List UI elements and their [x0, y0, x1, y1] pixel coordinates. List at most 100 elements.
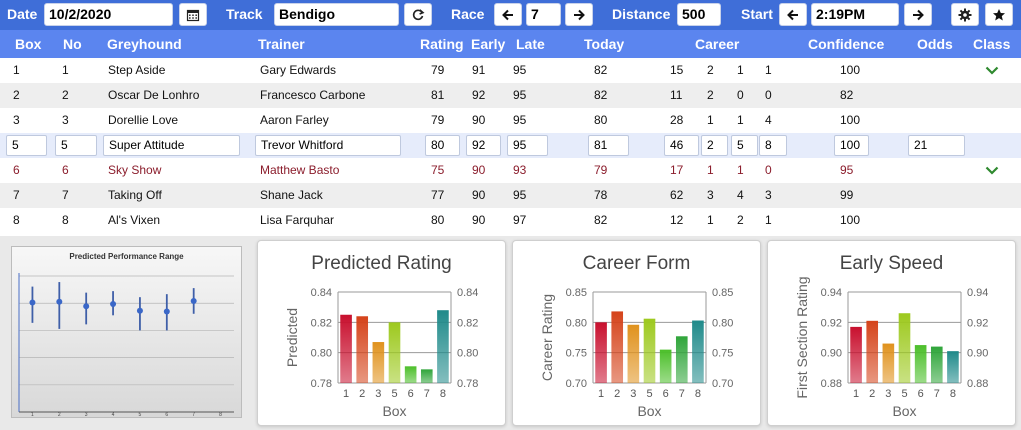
arrow-left-icon	[502, 9, 513, 20]
col-greyhound[interactable]: Greyhound	[107, 36, 182, 52]
start-time-field[interactable]: 2:19PM	[811, 3, 899, 26]
career-wins-input[interactable]: 2	[701, 135, 728, 156]
y-tick-label: 0.94	[821, 287, 842, 299]
calendar-icon	[186, 9, 200, 21]
confidence-cell: 99	[840, 188, 854, 202]
no-cell: 3	[62, 113, 69, 127]
career-starts-input[interactable]: 46	[664, 135, 699, 156]
date-field[interactable]: 10/2/2020	[44, 3, 173, 26]
table-row[interactable]: 8 8 Al's Vixen Lisa Farquhar 80 90 97 82…	[0, 208, 1021, 233]
bar	[866, 320, 879, 383]
box-input[interactable]: 5	[6, 135, 47, 156]
career-starts-cell: 15	[670, 63, 684, 77]
career-thirds-cell: 0	[765, 163, 772, 177]
start-label: Start	[741, 6, 773, 22]
col-odds[interactable]: Odds	[917, 36, 953, 52]
bar	[611, 311, 624, 383]
late-cell: 95	[513, 188, 527, 202]
settings-button[interactable]	[951, 3, 979, 26]
y-tick-label: 0.70	[712, 378, 733, 390]
x-tick-label: 3	[85, 412, 88, 417]
x-tick-label: 5	[139, 412, 142, 417]
box-cell: 2	[13, 88, 20, 102]
x-tick-label: 5	[901, 388, 907, 400]
col-rating[interactable]: Rating	[420, 36, 464, 52]
data-point	[83, 303, 90, 310]
data-point	[136, 307, 143, 314]
x-tick-label: 3	[885, 388, 891, 400]
career-thirds-cell: 1	[765, 213, 772, 227]
x-tick-label: 6	[663, 388, 669, 400]
col-today[interactable]: Today	[584, 36, 625, 52]
table-row[interactable]: 3 3 Dorellie Love Aaron Farley 79 90 95 …	[0, 108, 1021, 133]
arrow-right-icon	[574, 9, 585, 20]
grid-header: Box No Greyhound Trainer Rating Early La…	[0, 30, 1021, 58]
x-tick-label: 7	[679, 388, 685, 400]
x-tick-label: 8	[440, 388, 446, 400]
career-thirds-cell: 1	[765, 63, 772, 77]
col-confidence[interactable]: Confidence	[808, 36, 885, 52]
col-class[interactable]: Class	[973, 36, 1011, 52]
start-next-button[interactable]	[904, 3, 932, 26]
y-tick-label: 0.85	[566, 287, 587, 299]
calendar-button[interactable]	[179, 3, 207, 26]
x-axis-label: Box	[637, 403, 661, 419]
gear-icon	[958, 8, 972, 21]
refresh-button[interactable]	[404, 3, 432, 26]
col-early[interactable]: Early	[471, 36, 506, 52]
career-thirds-input[interactable]: 8	[759, 135, 787, 156]
confidence-input[interactable]: 100	[834, 135, 869, 156]
rating-cell: 75	[431, 163, 445, 177]
race-field[interactable]: 7	[526, 3, 561, 26]
career-starts-cell: 17	[670, 163, 684, 177]
today-input[interactable]: 81	[588, 135, 629, 156]
career-wins-cell: 1	[707, 113, 714, 127]
odds-input[interactable]: 21	[908, 135, 965, 156]
y-tick-label: 0.75	[712, 348, 733, 360]
bar	[850, 326, 862, 383]
y-tick-label: 0.70	[566, 378, 587, 390]
favorite-button[interactable]	[985, 3, 1013, 26]
race-prev-button[interactable]	[494, 3, 522, 26]
table-row[interactable]: 6 6 Sky Show Matthew Basto 75 90 93 79 1…	[0, 158, 1021, 183]
rating-input[interactable]: 80	[425, 135, 460, 156]
col-trainer[interactable]: Trainer	[258, 36, 305, 52]
x-tick-label: 7	[934, 388, 940, 400]
x-tick-label: 2	[58, 412, 61, 417]
no-input[interactable]: 5	[55, 135, 97, 156]
greyhound-input[interactable]: Super Attitude	[103, 135, 240, 156]
x-axis-label: Box	[382, 403, 406, 419]
y-tick-label: 0.94	[967, 287, 988, 299]
race-next-button[interactable]	[565, 3, 593, 26]
track-field[interactable]: Bendigo	[274, 3, 399, 26]
y-axis-label: Career Rating	[539, 294, 555, 381]
refresh-icon	[412, 8, 425, 20]
career-wins-cell: 1	[707, 213, 714, 227]
career-seconds-cell: 1	[737, 63, 744, 77]
col-box[interactable]: Box	[15, 36, 42, 52]
y-tick-label: 0.82	[311, 317, 332, 329]
early-cell: 90	[472, 163, 486, 177]
table-row[interactable]: 1 1 Step Aside Gary Edwards 79 91 95 82 …	[0, 58, 1021, 83]
bar	[404, 366, 417, 383]
late-input[interactable]: 95	[507, 135, 548, 156]
trainer-input[interactable]: Trevor Whitford	[255, 135, 401, 156]
col-no[interactable]: No	[63, 36, 82, 52]
data-point	[110, 300, 117, 307]
table-row-editing[interactable]: 5 5 Super Attitude Trevor Whitford 80 92…	[0, 133, 1021, 158]
career-seconds-input[interactable]: 5	[731, 135, 758, 156]
early-input[interactable]: 92	[466, 135, 501, 156]
distance-field[interactable]: 500	[677, 3, 721, 26]
box-cell: 7	[13, 188, 20, 202]
table-row[interactable]: 7 7 Taking Off Shane Jack 77 90 95 78 62…	[0, 183, 1021, 208]
x-tick-label: 6	[918, 388, 924, 400]
y-tick-label: 0.88	[967, 378, 988, 390]
col-career[interactable]: Career	[695, 36, 740, 52]
start-prev-button[interactable]	[779, 3, 807, 26]
performance-range-plot: 1 2 3 4 5 6 7 8	[18, 273, 234, 417]
col-late[interactable]: Late	[516, 36, 545, 52]
bar	[947, 351, 959, 383]
table-row[interactable]: 2 2 Oscar De Lonhro Francesco Carbone 81…	[0, 83, 1021, 108]
career-seconds-cell: 2	[737, 213, 744, 227]
x-tick-label: 3	[630, 388, 636, 400]
